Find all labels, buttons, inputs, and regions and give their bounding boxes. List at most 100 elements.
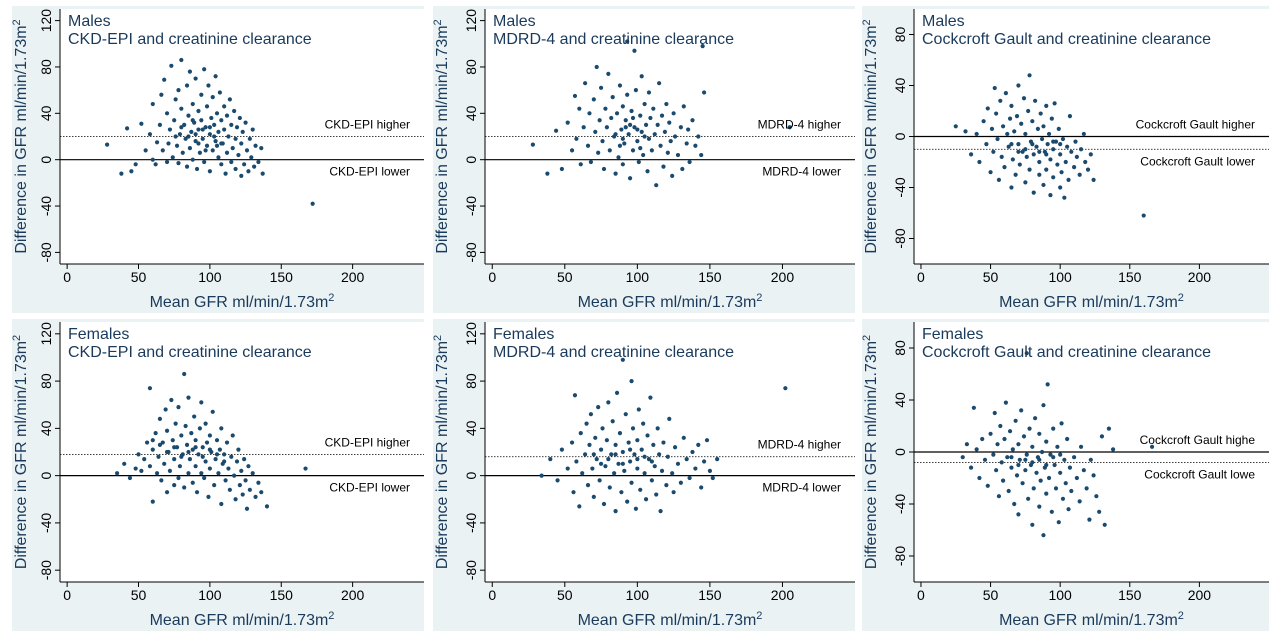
x-tick-label: 50	[983, 587, 999, 603]
data-point	[1041, 403, 1046, 408]
data-point	[310, 201, 315, 206]
data-point	[233, 136, 238, 141]
y-tick-label: -40	[892, 494, 908, 514]
data-point	[572, 393, 578, 398]
data-point	[629, 108, 634, 114]
data-point	[1055, 162, 1060, 167]
data-point	[601, 501, 607, 507]
data-point	[635, 438, 640, 443]
data-point	[1059, 421, 1064, 426]
data-point	[667, 120, 672, 125]
data-point	[240, 129, 245, 134]
data-point	[243, 478, 248, 483]
y-tick-label: 80	[38, 373, 54, 389]
data-point	[196, 127, 201, 132]
data-point	[1031, 486, 1036, 491]
chart-svg: 0 50 100 150 200 -80 -40 0 40 80 120 CKD-EPI higher…	[12, 6, 424, 313]
data-point	[150, 157, 155, 162]
x-tick-label: 200	[341, 269, 365, 285]
data-point	[590, 466, 595, 471]
x-tick-label: 0	[63, 587, 71, 603]
x-axis-label-superscript: 2	[756, 292, 762, 304]
data-point	[239, 468, 244, 474]
data-point	[1044, 462, 1049, 468]
data-point	[971, 405, 976, 410]
data-point	[259, 145, 264, 151]
data-point	[196, 452, 201, 457]
data-point	[184, 83, 190, 88]
data-point	[701, 90, 707, 95]
data-point	[690, 449, 695, 455]
data-point	[577, 106, 582, 111]
data-point	[548, 456, 553, 462]
data-point	[578, 430, 583, 436]
data-point	[687, 475, 692, 481]
panel-title: Females	[493, 326, 554, 343]
data-point	[1013, 172, 1018, 177]
data-point	[223, 171, 228, 176]
data-point	[200, 454, 205, 459]
data-point	[1013, 418, 1018, 423]
x-tick-label: 150	[698, 587, 722, 603]
data-point	[177, 132, 183, 137]
data-point	[236, 152, 241, 158]
data-point	[1041, 533, 1046, 538]
panel-females-mdrd-4: 0 50 100 150 200 -80 -40 0 40 80 120 MDRD-4 higher M…	[433, 319, 855, 631]
data-point	[1000, 478, 1006, 483]
data-point	[190, 157, 195, 162]
data-point	[530, 142, 535, 147]
data-point	[672, 445, 678, 450]
data-point	[953, 124, 958, 129]
data-point	[176, 161, 181, 166]
data-point	[253, 143, 258, 148]
data-point	[207, 125, 212, 130]
data-point	[162, 461, 167, 466]
data-point	[229, 159, 234, 165]
data-point	[1033, 98, 1038, 103]
data-point	[1063, 481, 1068, 486]
annotation-higher: MDRD-4 higher	[758, 118, 841, 132]
data-point	[659, 113, 665, 118]
data-point	[234, 125, 240, 130]
data-point	[1088, 152, 1093, 157]
data-point	[203, 125, 208, 130]
y-axis-label: Difference in GFR ml/min/1.73m2	[12, 335, 30, 569]
data-point	[147, 464, 153, 469]
data-point	[690, 118, 695, 123]
data-point	[574, 459, 579, 464]
data-point	[1023, 468, 1028, 473]
data-point	[1069, 149, 1074, 154]
data-point	[207, 433, 212, 438]
data-point	[623, 125, 628, 130]
data-point	[581, 125, 586, 130]
data-point	[623, 118, 628, 123]
data-point	[598, 447, 604, 452]
data-point	[169, 63, 174, 68]
data-point	[144, 440, 150, 445]
y-tick-label: 120	[38, 322, 54, 346]
data-point	[610, 94, 615, 100]
data-point	[1141, 213, 1146, 218]
data-point	[127, 475, 133, 481]
x-axis-label: Mean GFR ml/min/1.73m2	[999, 610, 1184, 629]
data-point	[583, 81, 588, 86]
data-points	[953, 73, 1146, 218]
x-axis-label-superscript: 2	[1178, 610, 1184, 622]
data-point	[156, 454, 161, 459]
data-point	[1052, 101, 1057, 106]
data-point	[227, 97, 232, 102]
data-point	[684, 456, 689, 462]
data-point	[641, 152, 646, 158]
data-point	[667, 416, 672, 422]
data-point	[1094, 494, 1099, 499]
data-point	[643, 122, 649, 128]
data-point	[163, 407, 168, 412]
data-point	[176, 88, 181, 93]
data-point	[1071, 165, 1077, 170]
y-tick-label: -80	[892, 228, 908, 248]
data-point	[1009, 185, 1014, 190]
x-tick-label: 50	[131, 269, 147, 285]
data-point	[578, 162, 583, 167]
data-point	[629, 480, 634, 485]
panel-females-ckd-epi: 0 50 100 150 200 -80 -40 0 40 80 120 CKD-EPI higher…	[12, 319, 424, 631]
